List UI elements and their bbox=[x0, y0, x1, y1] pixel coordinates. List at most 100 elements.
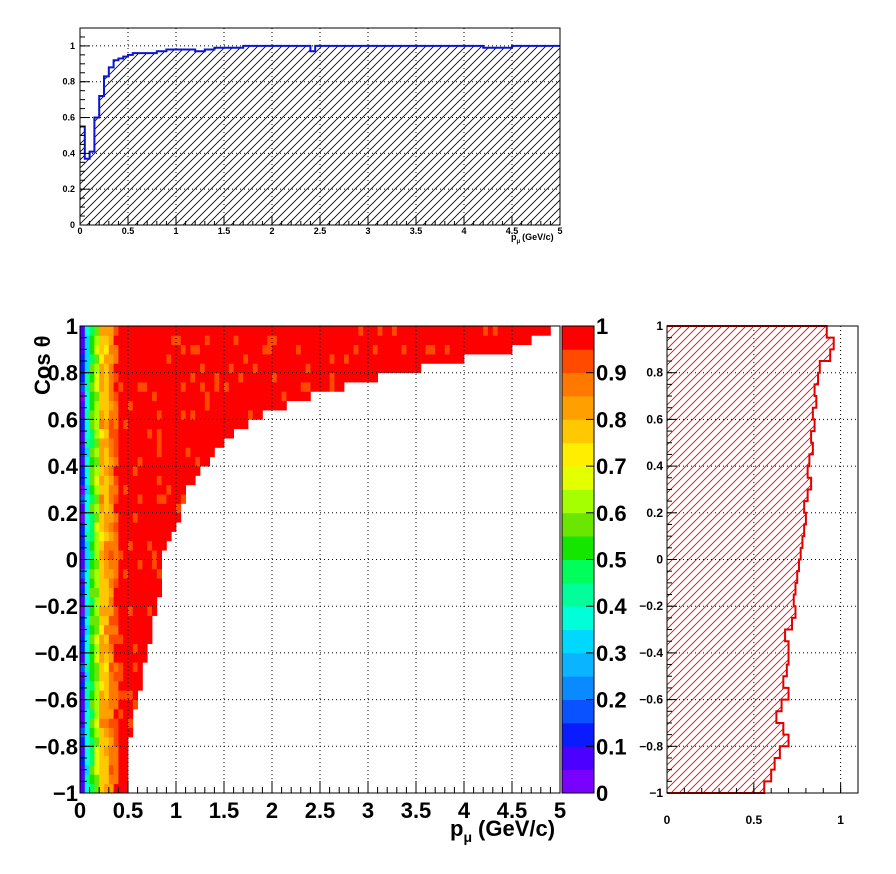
heatmap-cell bbox=[147, 578, 153, 588]
heatmap-cell bbox=[363, 354, 369, 364]
heatmap-cell bbox=[224, 410, 230, 420]
heatmap-cell bbox=[204, 410, 210, 420]
heatmap-cell bbox=[137, 615, 143, 626]
heatmap-cell bbox=[161, 475, 167, 486]
heatmap-cell bbox=[113, 503, 119, 514]
heatmap-cell bbox=[118, 512, 124, 523]
heatmap-cell bbox=[195, 410, 201, 420]
heatmap-cell bbox=[94, 596, 100, 607]
heatmap-cell bbox=[104, 671, 110, 682]
heatmap-cell bbox=[104, 578, 110, 588]
heatmap-cell bbox=[248, 363, 254, 374]
heatmap-cell bbox=[252, 382, 258, 392]
right-series-line bbox=[667, 325, 835, 794]
heatmap-cell bbox=[161, 428, 167, 439]
heatmap-cell bbox=[118, 774, 124, 785]
heatmap-cell bbox=[94, 764, 100, 775]
heatmap-cell bbox=[80, 512, 86, 523]
heatmap-cell bbox=[238, 391, 244, 402]
heatmap-cell bbox=[142, 391, 148, 402]
heatmap-cell bbox=[156, 578, 162, 588]
heatmap-cell bbox=[243, 335, 249, 346]
heatmap-cell bbox=[128, 690, 134, 700]
heatmap-cell bbox=[147, 634, 153, 644]
heatmap-cell bbox=[104, 652, 110, 663]
heatmap-cell bbox=[449, 335, 455, 346]
heatmap-cell bbox=[171, 400, 177, 411]
heatmap-cell bbox=[180, 428, 186, 439]
heatmap-cell bbox=[80, 727, 86, 738]
heatmap-cell bbox=[108, 662, 114, 672]
heatmap-cell bbox=[123, 391, 129, 402]
heatmap-cell bbox=[320, 363, 326, 374]
heatmap-cell bbox=[214, 326, 220, 336]
heatmap-cell bbox=[108, 531, 114, 542]
heatmap-cell bbox=[396, 326, 402, 336]
heatmap-cell bbox=[152, 494, 158, 504]
heatmap-cell bbox=[166, 494, 172, 504]
heatmap-cell bbox=[80, 774, 86, 785]
heatmap-cell bbox=[281, 326, 287, 336]
heatmap-cell bbox=[156, 335, 162, 346]
heatmap-cell bbox=[464, 335, 470, 346]
heatmap-cell bbox=[180, 363, 186, 374]
heatmap-cell bbox=[161, 363, 167, 374]
heatmap-cell bbox=[204, 428, 210, 439]
heatmap-cell bbox=[483, 326, 489, 336]
heatmap-cell bbox=[137, 410, 143, 420]
heatmap-cell bbox=[190, 344, 196, 355]
heatmap-cell bbox=[113, 475, 119, 486]
heatmap-cell bbox=[286, 326, 292, 336]
heatmap-cell bbox=[180, 438, 186, 448]
heatmap-cell bbox=[176, 438, 182, 448]
heatmap-cell bbox=[156, 531, 162, 542]
heatmap-cell bbox=[440, 354, 446, 364]
main-grid bbox=[80, 326, 560, 793]
heatmap-cell bbox=[118, 456, 124, 467]
heatmap-cell bbox=[123, 335, 129, 346]
heatmap-cell bbox=[132, 447, 138, 458]
heatmap-cell bbox=[123, 718, 129, 729]
heatmap-cell bbox=[128, 643, 134, 654]
heatmap-cell bbox=[89, 447, 95, 458]
heatmap-cell bbox=[459, 344, 465, 355]
heatmap-cell bbox=[233, 372, 239, 383]
heatmap-cell bbox=[180, 382, 186, 392]
heatmap-cell bbox=[123, 494, 129, 504]
heatmap-cell bbox=[118, 587, 124, 598]
heatmap-cell bbox=[147, 363, 153, 374]
heatmap-cell bbox=[497, 335, 503, 346]
heatmap-cell bbox=[224, 363, 230, 374]
heatmap-cell bbox=[128, 494, 134, 504]
heatmap-cell bbox=[104, 326, 110, 336]
heatmap-cell bbox=[324, 344, 330, 355]
heatmap-cell bbox=[84, 484, 90, 495]
heatmap-cell bbox=[320, 382, 326, 392]
main-ytick-label: 0.4 bbox=[47, 454, 78, 479]
heatmap-cell bbox=[99, 680, 105, 691]
heatmap-cell bbox=[372, 344, 378, 355]
heatmap-cell bbox=[190, 400, 196, 411]
heatmap-cell bbox=[99, 382, 105, 392]
heatmap-cell bbox=[358, 363, 364, 374]
heatmap-cell bbox=[108, 746, 114, 757]
heatmap-cell bbox=[291, 335, 297, 346]
heatmap-cell bbox=[526, 326, 532, 336]
heatmap-cell bbox=[219, 372, 225, 383]
heatmap-cell bbox=[195, 466, 201, 476]
top-xtick-label: 2 bbox=[269, 226, 274, 236]
colorbar-cell bbox=[562, 349, 594, 374]
heatmap-cell bbox=[262, 335, 268, 346]
colorbar-tick-label: 0.4 bbox=[596, 594, 627, 619]
heatmap-cell bbox=[132, 624, 138, 635]
heatmap-cell bbox=[488, 326, 494, 336]
heatmap-cell bbox=[200, 456, 206, 467]
heatmap-cell bbox=[516, 335, 522, 346]
heatmap-cell bbox=[396, 354, 402, 364]
heatmap-cell bbox=[104, 680, 110, 691]
heatmap-cell bbox=[128, 615, 134, 626]
heatmap-cell bbox=[80, 736, 86, 747]
heatmap-cell bbox=[233, 382, 239, 392]
heatmap-cell bbox=[104, 587, 110, 598]
heatmap-cell bbox=[224, 344, 230, 355]
